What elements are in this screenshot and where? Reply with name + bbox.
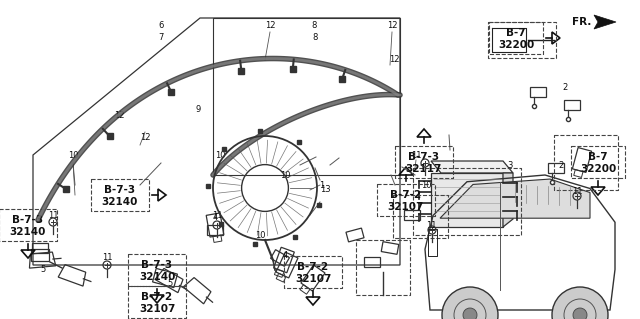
Text: 12: 12 [388, 56, 399, 64]
Circle shape [442, 287, 498, 319]
Circle shape [552, 287, 608, 319]
Text: 11: 11 [411, 151, 421, 160]
Text: 32107: 32107 [295, 274, 331, 284]
Text: B-7-2: B-7-2 [390, 190, 422, 200]
Text: 10: 10 [420, 181, 431, 189]
Circle shape [573, 308, 587, 319]
Circle shape [463, 308, 477, 319]
Text: 10: 10 [255, 231, 265, 240]
Text: B-7-3: B-7-3 [408, 152, 440, 162]
Text: B-7: B-7 [588, 152, 608, 162]
Text: FR.: FR. [572, 17, 591, 27]
Text: B-7-3: B-7-3 [104, 185, 136, 195]
Text: B-7: B-7 [506, 28, 526, 38]
Text: 11: 11 [426, 220, 436, 229]
Text: 32140: 32140 [10, 227, 46, 237]
Text: 13: 13 [320, 186, 330, 195]
Text: 5: 5 [40, 265, 45, 275]
Text: 2: 2 [563, 84, 568, 93]
Text: 32200: 32200 [498, 40, 534, 50]
Text: 1: 1 [319, 181, 324, 189]
Text: 32117: 32117 [406, 164, 442, 174]
Text: 10: 10 [280, 170, 291, 180]
Text: 12: 12 [114, 110, 124, 120]
Polygon shape [431, 161, 513, 173]
Text: 11: 11 [48, 211, 58, 219]
Text: B-7-2: B-7-2 [141, 292, 173, 302]
Text: 4: 4 [212, 213, 218, 222]
Text: 2: 2 [558, 160, 564, 169]
Text: 11: 11 [212, 211, 222, 219]
Text: 10: 10 [68, 151, 78, 160]
Text: 12: 12 [140, 133, 150, 143]
Text: 10: 10 [215, 151, 225, 160]
Text: 12: 12 [387, 20, 397, 29]
Polygon shape [440, 179, 590, 218]
Text: 32107: 32107 [388, 202, 424, 212]
Text: 11: 11 [572, 188, 582, 197]
Text: 12: 12 [265, 20, 275, 29]
Text: 32200: 32200 [580, 164, 616, 174]
Text: 7: 7 [158, 33, 164, 42]
Polygon shape [594, 15, 616, 29]
Text: 32140: 32140 [139, 272, 175, 282]
Text: 32107: 32107 [139, 304, 175, 314]
Text: B-7-3: B-7-3 [141, 260, 173, 270]
Text: 9: 9 [195, 106, 200, 115]
Text: 6: 6 [158, 20, 164, 29]
Polygon shape [431, 173, 503, 227]
Polygon shape [503, 173, 513, 227]
Text: B-7-3: B-7-3 [12, 215, 44, 225]
Text: 8: 8 [312, 33, 317, 42]
Text: 4: 4 [282, 250, 287, 259]
Text: 5: 5 [168, 279, 173, 288]
Text: B-7-2: B-7-2 [298, 262, 328, 272]
Text: 32140: 32140 [102, 197, 138, 207]
Text: 11: 11 [102, 254, 112, 263]
Text: 8: 8 [311, 20, 317, 29]
Text: 3: 3 [508, 160, 513, 169]
